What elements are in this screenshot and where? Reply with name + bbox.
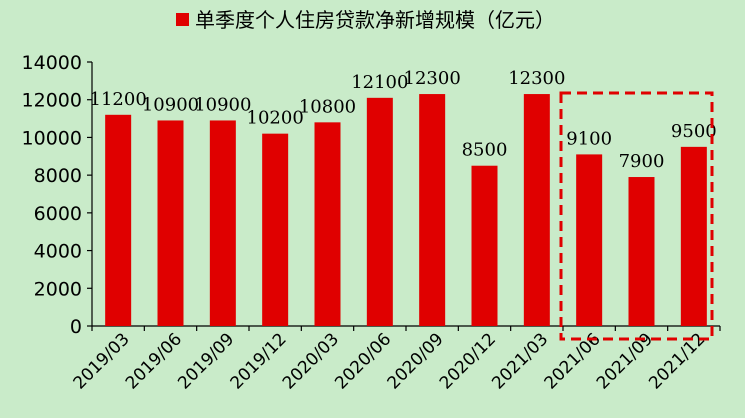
x-tick-label: 2019/03 xyxy=(70,329,134,393)
data-label: 10800 xyxy=(299,96,356,117)
data-label: 8500 xyxy=(462,140,508,161)
bar xyxy=(262,133,289,326)
y-tick-label: 4000 xyxy=(34,241,82,263)
x-tick-label: 2019/12 xyxy=(227,329,291,393)
bar xyxy=(680,146,707,326)
x-tick-label: 2019/06 xyxy=(122,329,186,393)
x-tick-label: 2020/06 xyxy=(331,329,395,393)
data-label: 9500 xyxy=(671,121,717,142)
x-tick-label: 2020/12 xyxy=(436,329,500,393)
bar xyxy=(209,120,236,326)
y-tick-label: 14000 xyxy=(22,52,82,74)
data-label: 11200 xyxy=(90,89,147,110)
legend-swatch xyxy=(176,13,189,26)
highlight-box xyxy=(559,91,714,341)
data-label: 12300 xyxy=(508,68,565,89)
data-label: 12300 xyxy=(404,68,461,89)
x-tick-label: 2020/09 xyxy=(384,329,448,393)
bar xyxy=(628,177,655,326)
x-tick-label: 2020/03 xyxy=(279,329,343,393)
bar xyxy=(471,165,498,326)
data-label: 10900 xyxy=(142,94,199,115)
x-axis: 2019/032019/062019/092019/122020/032020/… xyxy=(70,325,721,393)
bar xyxy=(105,114,132,326)
y-tick-label: 10000 xyxy=(22,127,82,149)
legend: 单季度个人住房贷款净新增规模（亿元） xyxy=(176,8,555,32)
bar xyxy=(419,94,446,326)
y-tick-label: 8000 xyxy=(34,165,82,187)
data-label: 10900 xyxy=(194,94,251,115)
y-tick-label: 12000 xyxy=(22,90,82,112)
y-tick-label: 6000 xyxy=(34,203,82,225)
bar xyxy=(576,154,603,326)
data-label: 9100 xyxy=(566,128,612,149)
data-label: 7900 xyxy=(619,151,665,172)
data-label: 10200 xyxy=(247,108,304,129)
y-tick-label: 2000 xyxy=(34,278,82,300)
data-labels: 1120010900109001020010800121001230085001… xyxy=(90,68,717,172)
x-tick-label: 2021/03 xyxy=(488,329,552,393)
bar xyxy=(523,94,550,326)
legend-label: 单季度个人住房贷款净新增规模（亿元） xyxy=(195,8,555,32)
bar xyxy=(366,97,393,326)
bar xyxy=(314,122,341,326)
bars xyxy=(105,94,707,326)
bar xyxy=(157,120,184,326)
x-tick-label: 2019/09 xyxy=(174,329,238,393)
y-tick-label: 0 xyxy=(70,316,82,338)
y-axis: 0 2000 4000 6000 8000 10000 12000 14000 xyxy=(22,52,93,338)
data-label: 12100 xyxy=(351,72,408,93)
